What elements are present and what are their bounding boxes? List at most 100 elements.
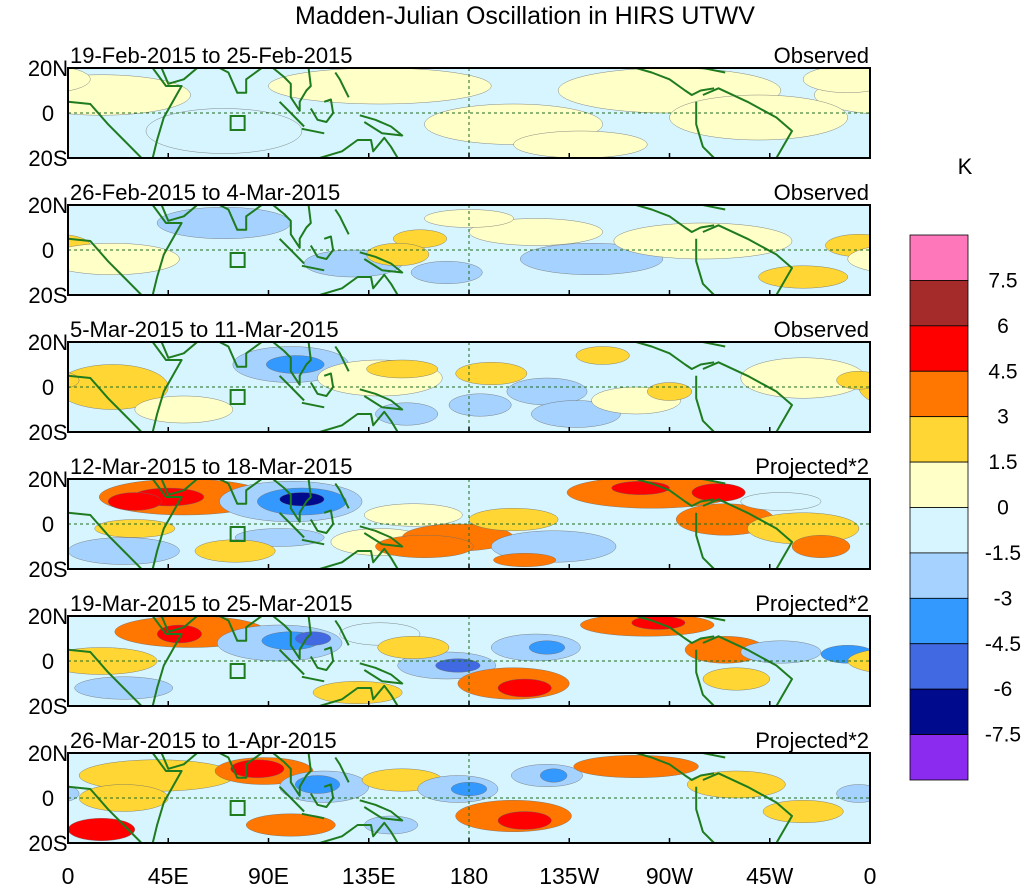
lon-label: 90W — [646, 863, 694, 887]
anomaly-blob — [0, 493, 19, 511]
colorbar-swatch — [909, 688, 969, 735]
coastline — [309, 509, 335, 534]
colorbar-level: -1.5 — [985, 542, 1021, 565]
colorbar-unit: K — [958, 154, 973, 179]
anomaly-blob — [455, 362, 528, 385]
coastline — [219, 616, 263, 642]
colorbar-swatch — [909, 461, 969, 508]
anomaly-blob — [847, 650, 870, 672]
anomaly-blob — [366, 243, 430, 266]
lat-label: 20N — [28, 741, 68, 766]
anomaly-blob — [377, 636, 450, 659]
colorbar-swatch — [909, 325, 969, 372]
anomaly-blob — [194, 539, 276, 563]
colorbar: K 7.5 6 4.5 3 1.5 0 -1.5 -3 -4.5 -6 -7.5 — [909, 154, 1021, 781]
coastline — [695, 772, 793, 843]
lon-label: 0 — [864, 863, 877, 887]
colorbar-swatch — [909, 234, 969, 281]
lat-label: 20N — [28, 56, 68, 81]
anomaly-blob — [68, 243, 180, 275]
coastline — [635, 342, 715, 370]
panel-4: 12-Mar-2015 to 18-Mar-2015 Projected*2 20N… — [0, 454, 871, 582]
colorbar-level: 6 — [997, 315, 1009, 338]
anomaly-blob — [497, 811, 552, 830]
coastline — [334, 208, 350, 235]
anomaly-blob — [528, 640, 565, 655]
anomaly-blob — [68, 785, 80, 802]
colorbar-swatch — [909, 370, 969, 418]
anomaly-blob — [107, 492, 162, 511]
lat-label: 0 — [42, 512, 54, 537]
panel-type: Observed — [774, 180, 869, 205]
coastline — [334, 345, 350, 372]
coastline — [359, 662, 404, 685]
coastline — [334, 756, 350, 783]
x-axis: 0 45E 90E 135E 180 135W 90W 45W 0 — [62, 863, 877, 887]
region-box — [229, 115, 246, 131]
anomaly-blob — [836, 371, 870, 390]
coastline — [272, 479, 312, 523]
lat-label: 20S — [28, 694, 67, 719]
coastline — [695, 361, 793, 432]
coastline — [160, 342, 198, 359]
anomaly-blob — [364, 503, 463, 527]
colorbar-swatch — [909, 280, 969, 327]
anomaly-blob — [246, 813, 336, 837]
lat-label: 20N — [28, 330, 68, 355]
coastline — [219, 479, 263, 505]
region-box — [229, 663, 246, 679]
coastline — [359, 799, 404, 822]
coastline — [334, 71, 350, 98]
panel-type: Observed — [774, 317, 869, 342]
panel-type: Projected*2 — [755, 728, 869, 753]
coastline — [319, 547, 399, 569]
colorbar-level: 4.5 — [988, 360, 1017, 383]
coastline — [68, 616, 183, 706]
anomaly-blob — [836, 784, 870, 803]
coastline — [309, 783, 335, 808]
colorbar-level: 7.5 — [988, 269, 1017, 292]
anomaly-blob — [312, 681, 403, 704]
colorbar-swatch — [909, 597, 969, 645]
lat-label: 20S — [28, 557, 67, 582]
coastline — [272, 616, 312, 660]
anomaly-blob — [702, 667, 770, 691]
colorbar-swatch — [909, 734, 969, 781]
anomaly-blob — [266, 355, 325, 374]
field-contours — [68, 68, 870, 158]
colorbar-level: -7.5 — [985, 724, 1021, 747]
coastline — [359, 251, 404, 274]
field-contours — [68, 207, 870, 289]
colorbar-swatch — [909, 416, 969, 463]
coastline — [160, 205, 198, 222]
panels: 19-Feb-2015 to 25-Feb-2015 Observed 20N 0 20… — [0, 43, 871, 856]
panel-type: Projected*2 — [755, 454, 869, 479]
coastline — [635, 205, 715, 233]
panel-date: 19-Feb-2015 to 25-Feb-2015 — [70, 43, 353, 68]
lat-label: 20S — [28, 146, 67, 171]
coastline — [309, 235, 335, 260]
anomaly-blob — [540, 768, 568, 783]
colorbar-swatch — [909, 507, 969, 554]
coastline — [359, 525, 404, 548]
coastline — [68, 68, 183, 158]
coastline — [635, 479, 715, 507]
lat-label: 0 — [42, 786, 54, 811]
coastline — [272, 753, 312, 797]
coastline — [160, 616, 198, 633]
anomaly-blob — [68, 818, 136, 841]
anomaly-blob — [613, 222, 793, 260]
colorbar-level: 1.5 — [988, 451, 1017, 474]
anomaly-blob — [448, 393, 512, 417]
anomaly-blob — [740, 492, 822, 511]
anomaly-blob — [295, 631, 332, 646]
coastline — [695, 635, 793, 706]
panel-type: Observed — [774, 43, 869, 68]
anomaly-blob — [802, 68, 870, 93]
coastline — [301, 675, 325, 683]
coastlines — [68, 479, 793, 569]
anomaly-blob — [513, 130, 648, 158]
coastline — [301, 264, 325, 272]
lon-label: 135E — [342, 863, 396, 887]
coastline — [309, 98, 335, 123]
